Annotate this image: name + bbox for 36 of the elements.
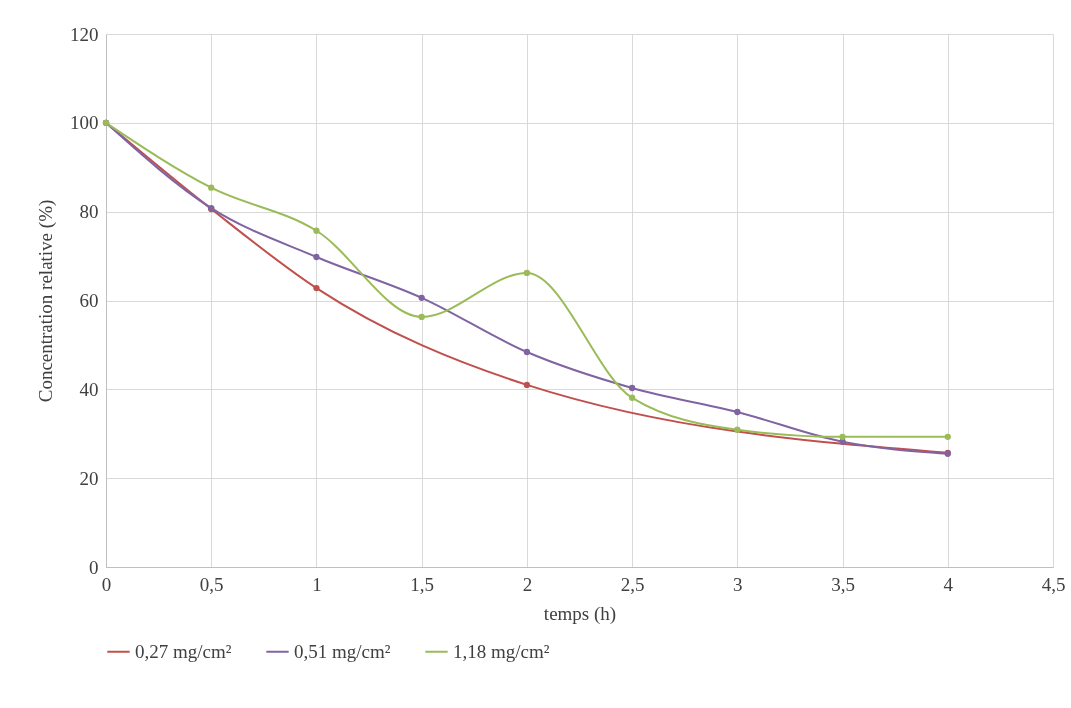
x-tick-label: 2 [522, 573, 533, 595]
x-tick-label: 3 [733, 573, 743, 595]
x-axis-title: temps (h) [543, 602, 617, 625]
point [208, 184, 215, 191]
point [628, 384, 636, 392]
point [734, 426, 741, 433]
y-tick-label: 40 [79, 378, 99, 400]
point [523, 348, 531, 356]
y-tick-label: 100 [70, 112, 99, 134]
x-tick-label: 2,5 [620, 573, 645, 595]
point [418, 294, 425, 301]
point [944, 433, 951, 441]
y-axis-title: Concentration relative (%) [35, 199, 57, 403]
y-tick-label: 60 [79, 290, 99, 311]
point [523, 269, 531, 277]
point [523, 381, 531, 389]
point [418, 313, 425, 321]
point [734, 408, 741, 416]
y-tick-label: 20 [79, 467, 99, 489]
point [313, 284, 320, 292]
point [839, 433, 846, 441]
legend-label: 1,18 mg/cm² [453, 640, 550, 662]
x-tick-label: 4 [943, 573, 954, 595]
x-tick-label: 4,5 [1041, 573, 1066, 595]
x-tick-label: 3,5 [831, 573, 855, 595]
point [313, 253, 320, 261]
legend-label: 0,51 mg/cm² [294, 640, 391, 662]
legend-label: 0,27 mg/cm² [135, 640, 232, 662]
point [313, 227, 320, 234]
x-tick-label: 1 [312, 573, 322, 595]
x-tick-label: 1,5 [410, 573, 435, 595]
y-tick-label: 0 [89, 556, 99, 578]
y-tick-label: 120 [70, 23, 99, 45]
point [628, 394, 636, 401]
y-tick-label: 80 [79, 201, 99, 223]
x-tick-label: 0,5 [199, 573, 224, 595]
